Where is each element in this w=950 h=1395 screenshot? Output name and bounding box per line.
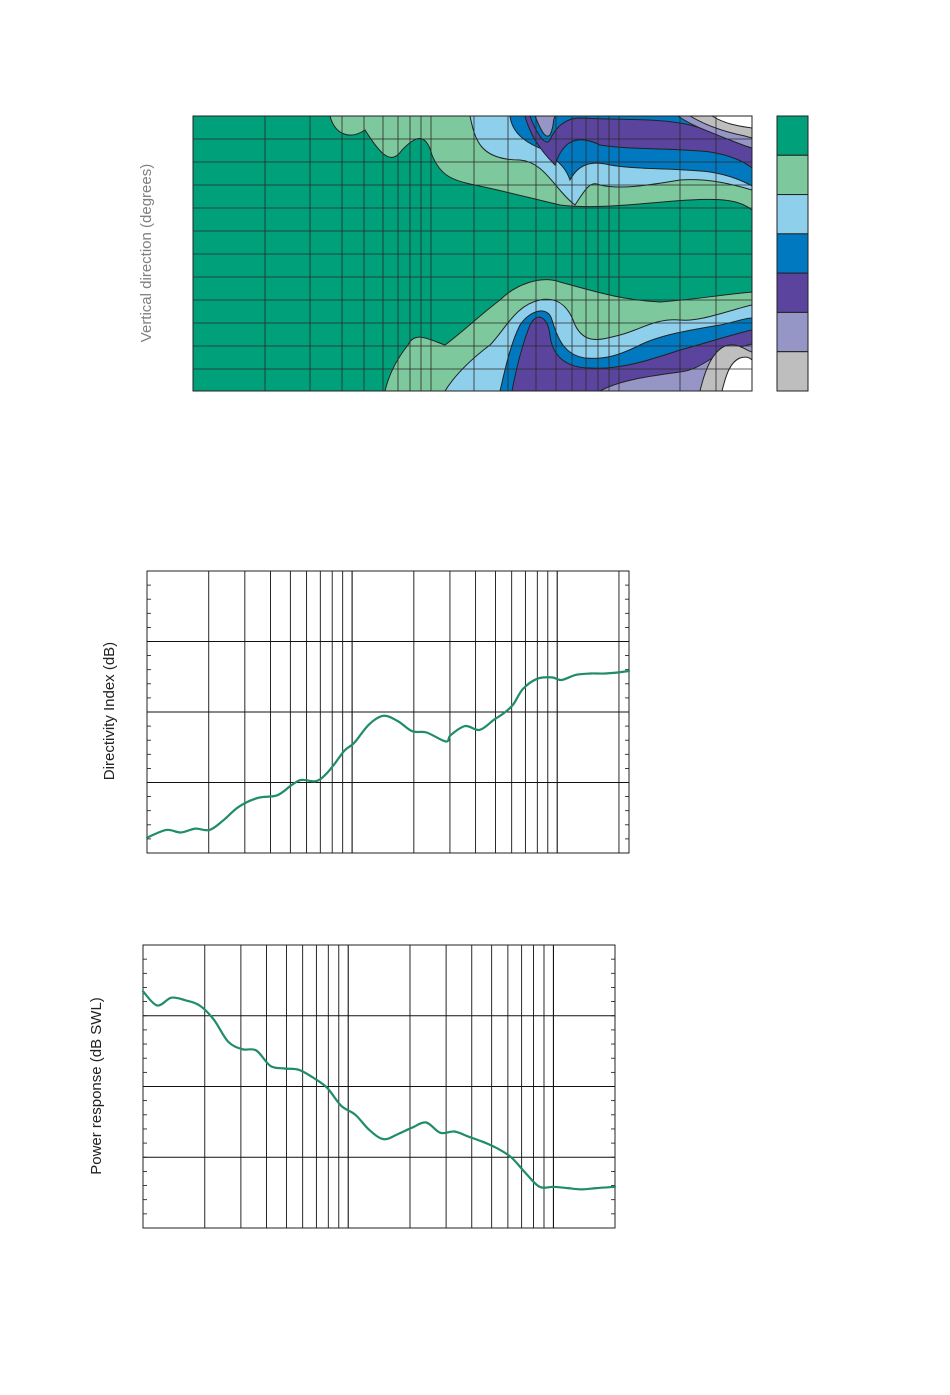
- legend-swatch-1: [776, 115, 809, 156]
- directivity-series-line: [145, 669, 631, 839]
- power-response-series-line: [141, 990, 617, 1191]
- contour-band-bottom-7: [721, 356, 752, 391]
- directivity-chart: Directivity Index (dB): [101, 570, 631, 854]
- legend-swatch-3: [776, 194, 809, 235]
- power-response-y-label: Power response (dB SWL): [88, 997, 105, 1175]
- legend-swatch-6: [776, 311, 809, 353]
- power-response-grid: [143, 945, 615, 1228]
- contour-y-label: Vertical direction (degrees): [138, 164, 155, 342]
- contour-legend: [776, 115, 809, 392]
- contour-frame: [192, 115, 753, 392]
- contour-band-top-8: [711, 116, 752, 129]
- legend-swatch-4: [776, 233, 809, 274]
- legend-swatch-7: [776, 351, 809, 392]
- directivity-grid: [147, 571, 629, 853]
- contour-grid: [193, 116, 752, 391]
- legend-swatch-2: [776, 154, 809, 196]
- power-response-frame: [142, 944, 616, 1229]
- directivity-frame: [146, 570, 630, 854]
- contour-map: Vertical direction (degrees): [138, 115, 809, 392]
- contour-band-top-6: [534, 116, 752, 149]
- directivity-y-label: Directivity Index (dB): [101, 642, 118, 780]
- legend-swatch-5: [776, 272, 809, 313]
- power-response-chart: Power response (dB SWL): [88, 944, 617, 1229]
